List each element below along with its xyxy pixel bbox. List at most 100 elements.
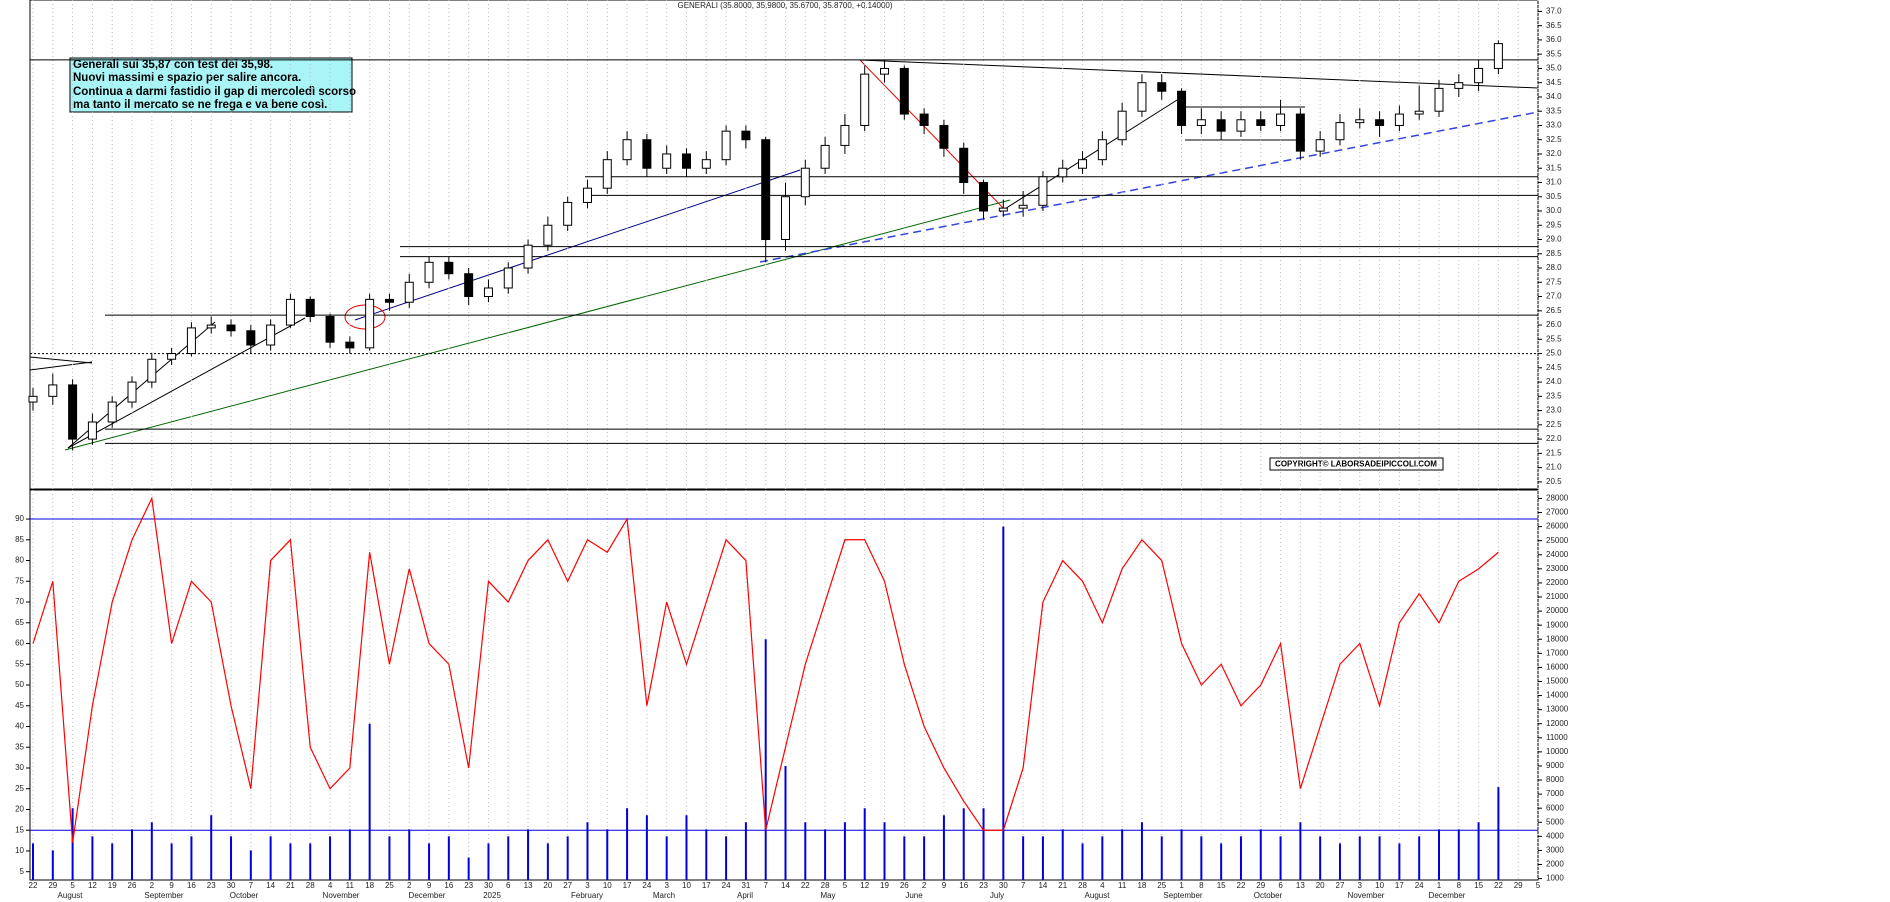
x-tick-label: 11 [346,881,355,890]
y2-tick-label: 2000 [1546,860,1564,869]
y-tick-label: 45 [15,701,24,710]
y-tick-label: 30.0 [1546,206,1562,215]
x-tick-label: 15 [1474,881,1483,890]
y2-tick-label: 25000 [1546,536,1569,545]
trend-line [64,199,1011,451]
annotation-line: Continua a darmi fastidio il gap di merc… [73,86,356,98]
month-label: November [1348,891,1385,900]
x-tick-label: 22 [1494,881,1503,890]
y-tick-label: 31.5 [1546,163,1562,172]
candle-body [582,187,592,203]
y2-tick-label: 24000 [1546,550,1569,559]
x-tick-label: 16 [444,881,453,890]
candle-body [127,381,137,403]
x-tick-label: 7 [763,881,768,890]
candle-body [1137,82,1147,112]
month-label: 2025 [483,891,501,900]
y-tick-label: 30 [15,763,24,772]
x-tick-label: 13 [1296,881,1305,890]
x-tick-label: 22 [801,881,810,890]
y2-tick-label: 15000 [1546,677,1569,686]
candle-body [226,324,236,332]
candle-body [1375,119,1385,126]
candle-body [1355,119,1365,124]
candle-body [345,341,355,349]
y-tick-label: 20.5 [1546,477,1562,486]
annotation-line: ma tanto il mercato se ne frega e va ben… [73,99,327,111]
y-tick-label: 24.5 [1546,363,1562,372]
y-tick-label: 15 [15,825,24,834]
y-tick-label: 21.0 [1546,463,1562,472]
month-label: March [653,891,675,900]
annotation-line: Nuovi massimi e spazio per salire ancora… [73,72,301,84]
y-tick-label: 28.0 [1546,263,1562,272]
x-tick-label: 29 [1256,881,1265,890]
candle-body [1474,67,1484,84]
x-tick-label: 8 [1199,881,1204,890]
candle-body [998,207,1008,212]
x-tick-label: 9 [427,881,432,890]
y2-tick-label: 13000 [1546,705,1569,714]
month-label: August [58,891,84,900]
x-tick-label: 28 [821,881,830,890]
y2-tick-label: 16000 [1546,663,1569,672]
y2-tick-label: 21000 [1546,592,1569,601]
x-tick-label: 29 [1514,881,1523,890]
candle-body [860,73,870,126]
y-tick-label: 25.0 [1546,349,1562,358]
x-tick-label: 7 [249,881,254,890]
y-tick-label: 28.5 [1546,249,1562,258]
x-tick-label: 19 [108,881,117,890]
x-tick-label: 5 [70,881,75,890]
candle-body [1276,113,1286,126]
y2-tick-label: 12000 [1546,719,1569,728]
y-tick-label: 5 [20,867,25,876]
candle-body [642,139,652,169]
x-tick-label: 14 [1038,881,1047,890]
x-tick-label: 19 [880,881,889,890]
y2-tick-label: 18000 [1546,634,1569,643]
x-tick-label: 4 [328,881,333,890]
candle-body [919,113,929,126]
x-tick-label: 5 [843,881,848,890]
candle-body [701,159,711,169]
month-label: October [1254,891,1283,900]
x-tick-label: 27 [1336,881,1345,890]
x-tick-label: 9 [169,881,174,890]
x-tick-label: 11 [1118,881,1127,890]
candle-body [285,298,295,326]
candle-body [1236,119,1246,132]
y-tick-label: 35.5 [1546,49,1562,58]
trend-line [859,59,1539,89]
candle-body [1058,167,1068,178]
candle-body [741,130,751,141]
x-tick-label: 6 [506,881,511,890]
candle-body [602,159,612,189]
y-tick-label: 50 [15,680,24,689]
y-tick-label: 34.5 [1546,78,1562,87]
x-tick-label: 3 [664,881,669,890]
candle-body [662,153,672,169]
x-tick-label: 17 [702,881,711,890]
x-tick-label: 29 [48,881,57,890]
oscillator-line [32,496,1499,843]
candle-body [1315,139,1325,152]
x-tick-label: 28 [1078,881,1087,890]
month-label: July [990,891,1004,900]
x-tick-label: 8 [1457,881,1462,890]
candle-body [87,421,97,440]
candle-body [1078,159,1088,169]
x-tick-label: 1 [1437,881,1442,890]
month-label: February [571,891,603,900]
y2-tick-label: 28000 [1546,494,1569,503]
candle-body [503,267,513,289]
x-tick-label: 14 [781,881,790,890]
x-tick-label: 20 [1316,881,1325,890]
x-tick-label: 26 [900,881,909,890]
y2-tick-label: 11000 [1546,733,1568,742]
y-tick-label: 90 [15,514,24,523]
candle-body [681,153,691,169]
month-label: November [323,891,360,900]
x-tick-label: 30 [484,881,493,890]
x-tick-label: 27 [563,881,572,890]
